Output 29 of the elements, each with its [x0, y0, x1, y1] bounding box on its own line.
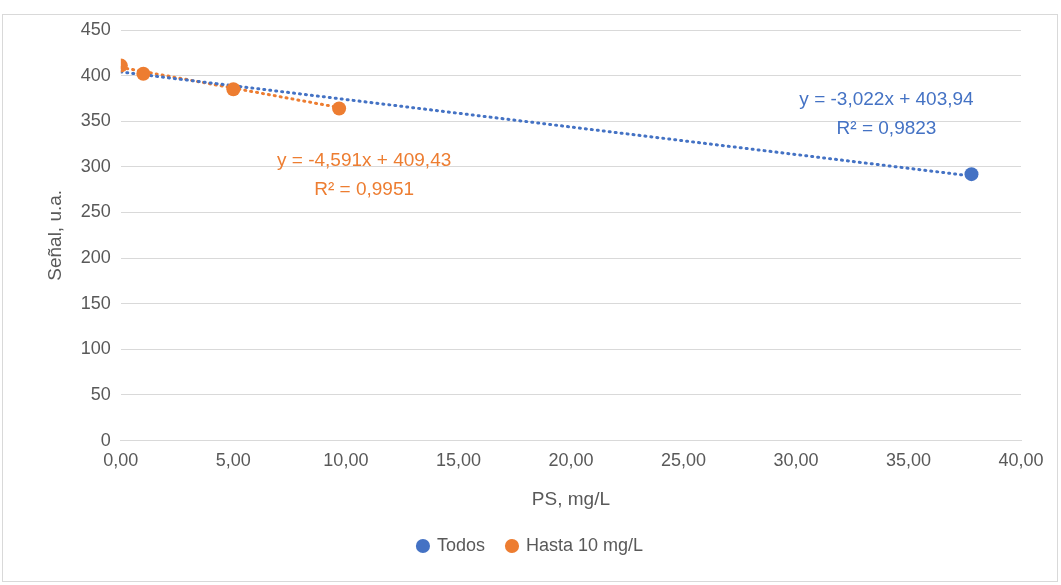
point: [226, 82, 241, 97]
y-tick-label: 450: [80, 18, 111, 39]
annotation: y = -3,022x + 403,94 R² = 0,9823: [799, 87, 975, 138]
y-tick-label: 50: [90, 383, 111, 404]
legend-label: Hasta 10 mg/L: [525, 534, 644, 555]
y-tick-label: 350: [80, 110, 111, 131]
x-tick-label: 30,00: [773, 450, 819, 471]
y-tick-label: 200: [80, 247, 111, 268]
y-tick-label: 100: [80, 338, 111, 359]
y-axis-title: Señal, u.a.: [43, 189, 65, 281]
y-tick-label: 0: [100, 429, 111, 450]
x-tick-label: 40,00: [998, 450, 1044, 471]
point: [964, 167, 979, 182]
point: [136, 66, 151, 81]
x-tick-label: 35,00: [885, 450, 931, 471]
x-tick-label: 15,00: [435, 450, 481, 471]
y-tick-label: 150: [80, 292, 111, 313]
y-tick-label: 250: [80, 201, 111, 222]
x-tick-label: 20,00: [548, 450, 594, 471]
y-tick-label: 300: [80, 155, 111, 176]
point: [332, 101, 347, 116]
x-tick-label: 10,00: [323, 450, 369, 471]
x-tick-label: 5,00: [215, 450, 251, 471]
x-tick-label: 0,00: [103, 450, 139, 471]
x-tick-label: 25,00: [660, 450, 706, 471]
y-tick-label: 400: [80, 64, 111, 85]
legend-label: Todos: [436, 534, 485, 555]
annotation: y = -4,591x + 409,43 R² = 0,9951: [276, 149, 452, 200]
x-axis-title: PS, mg/L: [531, 487, 610, 509]
